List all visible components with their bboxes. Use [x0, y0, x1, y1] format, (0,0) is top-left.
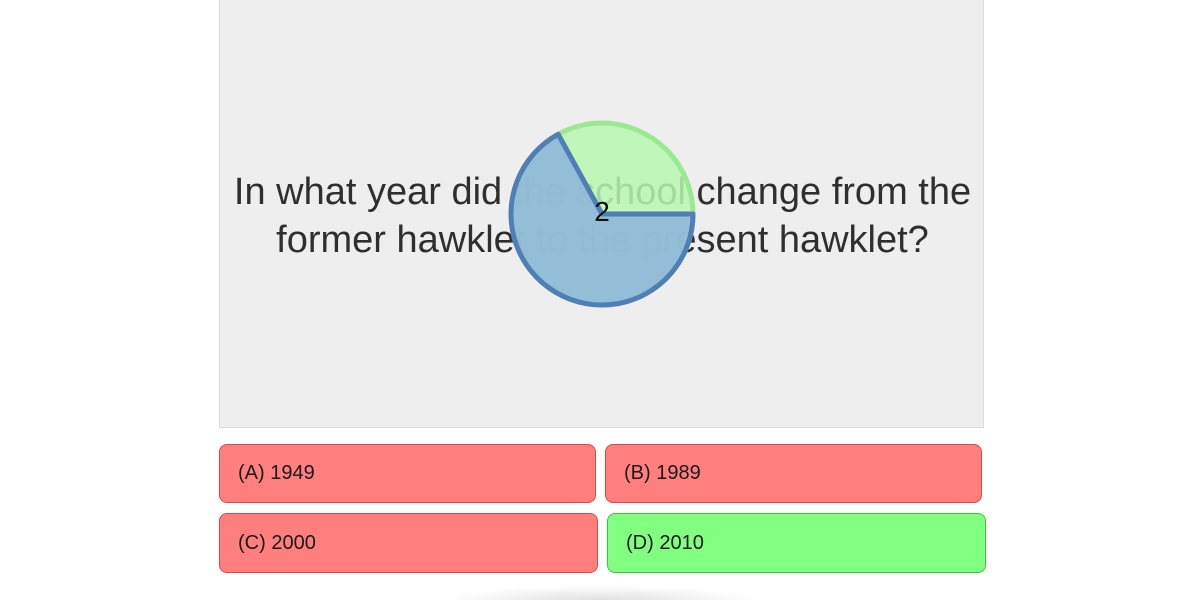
answer-option-d-label: (D) 2010	[626, 531, 704, 554]
answer-option-c-label: (C) 2000	[238, 531, 316, 554]
answer-option-a-label: (A) 1949	[238, 462, 315, 484]
timer-remaining-slice	[508, 131, 696, 308]
countdown-timer: 2	[506, 118, 698, 310]
answer-option-b-label: (B) 1989	[624, 462, 701, 484]
answer-option-a[interactable]: (A) 1949	[219, 444, 596, 503]
timer-count: 2	[594, 196, 610, 227]
bottom-shadow	[440, 586, 760, 600]
answer-option-b[interactable]: (B) 1989	[605, 444, 982, 503]
timer-pie	[508, 120, 696, 308]
answer-option-c[interactable]: (C) 2000	[219, 513, 598, 573]
answer-option-d[interactable]: (D) 2010	[607, 513, 986, 573]
